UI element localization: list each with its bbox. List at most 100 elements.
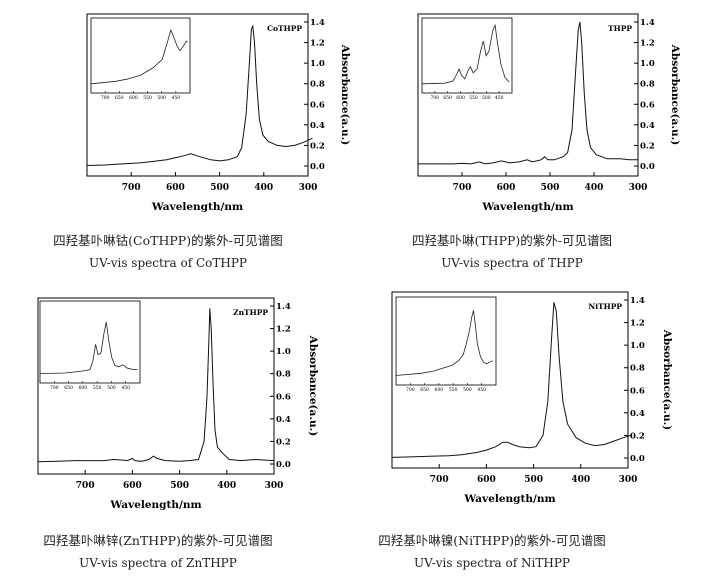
sample-label: ZnTHPP	[233, 308, 268, 317]
y-axis-label: Absorbance(a.u.)	[669, 44, 681, 145]
x-tick-label: 500	[524, 475, 543, 485]
y-tick-label: 1.2	[630, 319, 645, 329]
x-axis-label: Wavelength/nm	[463, 493, 555, 505]
x-tick-label: 400	[254, 183, 273, 193]
inset-x-tick-label: 450	[121, 385, 130, 391]
plot-frame	[391, 291, 629, 469]
y-tick-label: 0.6	[630, 386, 645, 396]
y-tick-label: 0.2	[630, 431, 645, 441]
inset-frame	[90, 17, 191, 94]
y-tick-label: 1.4	[630, 296, 645, 306]
caption-zh-znthpp: 四羟基卟啉锌(ZnTHPP)的紫外-可见谱图	[43, 533, 273, 548]
inset-x-tick-label: 600	[435, 387, 444, 393]
plot-frame	[86, 13, 309, 177]
inset-x-tick-label: 650	[443, 95, 452, 101]
inset-frame	[39, 300, 141, 384]
y-tick-label: 1.2	[310, 39, 325, 49]
inset-x-tick-label: 550	[143, 95, 152, 101]
y-tick-label: 1.4	[276, 302, 291, 312]
inset-frame	[421, 17, 513, 94]
x-tick-label: 600	[477, 475, 496, 485]
plot-frame	[37, 297, 275, 475]
inset-x-tick-label: 550	[449, 387, 458, 393]
caption-en-thpp: UV-vis spectra of THPP	[441, 256, 583, 270]
caption-zh-nithpp: 四羟基卟啉镍(NiTHPP)的紫外-可见谱图	[378, 533, 606, 548]
series-line-cothpp	[86, 24, 313, 166]
inset-x-tick-label: 650	[115, 95, 124, 101]
y-tick-label: 1.4	[310, 18, 325, 28]
x-tick-label: 700	[430, 475, 449, 485]
series-line-nithpp	[391, 302, 631, 458]
y-tick-label: 0.4	[640, 121, 655, 131]
y-tick-label: 0.6	[640, 100, 655, 110]
x-tick-label: 600	[123, 481, 142, 491]
y-tick-label: 0.8	[630, 364, 645, 374]
inset-x-tick-label: 450	[477, 387, 486, 393]
x-axis-label: Wavelength/nm	[109, 499, 201, 511]
series-line-znthpp	[37, 308, 275, 463]
inset-x-tick-label: 600	[79, 385, 88, 391]
y-tick-label: 0.8	[276, 370, 291, 380]
y-tick-label: 0.4	[310, 121, 325, 131]
inset-znthpp: 700 650 600 550 500 450	[39, 300, 141, 391]
x-tick-label: 500	[170, 481, 189, 491]
inset-series-line	[39, 321, 138, 374]
chart-panel-nithpp: 700 600 500 400 300 Wavelength/nm 0.0 0.2 0.4 0.6…	[391, 291, 673, 505]
y-tick-label: 0.0	[640, 162, 655, 172]
x-tick-label: 500	[541, 183, 560, 193]
y-tick-label: 0.2	[276, 437, 291, 447]
inset-x-tick-label: 600	[456, 95, 465, 101]
y-axis-label: Absorbance(a.u.)	[307, 335, 319, 436]
y-axis-label: Absorbance(a.u.)	[339, 44, 351, 145]
chart-panel-cothpp: 700 600 500 400 300 Wavelength/nm 0.0 0.2 0.4 0.6…	[86, 13, 351, 213]
inset-x-tick-label: 600	[129, 95, 138, 101]
y-tick-label: 1.0	[310, 59, 325, 69]
y-tick-label: 0.6	[310, 100, 325, 110]
inset-x-tick-label: 500	[157, 95, 166, 101]
y-axis-label: Absorbance(a.u.)	[661, 329, 673, 430]
inset-x-tick-label: 550	[93, 385, 102, 391]
chart-panel-thpp: 700 600 500 400 300 Wavelength/nm 0.0 0.2 0.4 0.6…	[417, 13, 681, 213]
inset-x-tick-label: 450	[172, 95, 181, 101]
y-tick-label: 1.2	[640, 39, 655, 49]
inset-x-tick-label: 700	[50, 385, 59, 391]
inset-series-line	[421, 23, 510, 85]
inset-x-tick-label: 500	[107, 385, 116, 391]
inset-x-tick-label: 450	[495, 95, 504, 101]
inset-series-line	[395, 310, 494, 376]
x-tick-label: 300	[265, 481, 284, 491]
y-tick-label: 1.0	[640, 59, 655, 69]
chart-panel-znthpp: 700 600 500 400 300 Wavelength/nm 0.0 0.2 0.4 0.6…	[37, 297, 319, 511]
caption-en-cothpp: UV-vis spectra of CoTHPP	[88, 256, 247, 270]
y-tick-label: 0.0	[630, 454, 645, 464]
sample-label: THPP	[608, 24, 632, 33]
inset-x-tick-label: 500	[482, 95, 491, 101]
y-tick-label: 0.2	[310, 141, 325, 151]
inset-x-tick-label: 700	[101, 95, 110, 101]
y-tick-label: 0.0	[276, 460, 291, 470]
x-tick-label: 700	[76, 481, 95, 491]
y-tick-label: 1.2	[276, 325, 291, 335]
sample-label: CoTHPP	[267, 24, 302, 33]
x-tick-label: 700	[122, 183, 141, 193]
x-tick-label: 600	[166, 183, 185, 193]
inset-x-tick-label: 650	[420, 387, 429, 393]
inset-x-tick-label: 700	[431, 95, 440, 101]
x-tick-label: 700	[453, 183, 472, 193]
inset-x-tick-label: 500	[463, 387, 472, 393]
caption-en-znthpp: UV-vis spectra of ZnTHPP	[79, 556, 237, 570]
inset-x-tick-label: 550	[469, 95, 478, 101]
x-tick-label: 400	[217, 481, 236, 491]
inset-frame	[395, 296, 497, 386]
inset-cothpp: 700 650 600 550 500 450	[90, 17, 191, 101]
x-tick-label: 600	[497, 183, 516, 193]
y-tick-label: 0.4	[630, 409, 645, 419]
x-tick-label: 500	[210, 183, 229, 193]
caption-zh-thpp: 四羟基卟啉(THPP)的紫外-可见谱图	[411, 233, 613, 248]
y-tick-label: 0.8	[310, 80, 325, 90]
inset-x-tick-label: 650	[64, 385, 73, 391]
y-tick-label: 1.0	[630, 341, 645, 351]
inset-nithpp: 700 650 600 550 500 450	[395, 296, 497, 393]
y-tick-label: 0.2	[640, 141, 655, 151]
y-tick-label: 1.4	[640, 18, 655, 28]
